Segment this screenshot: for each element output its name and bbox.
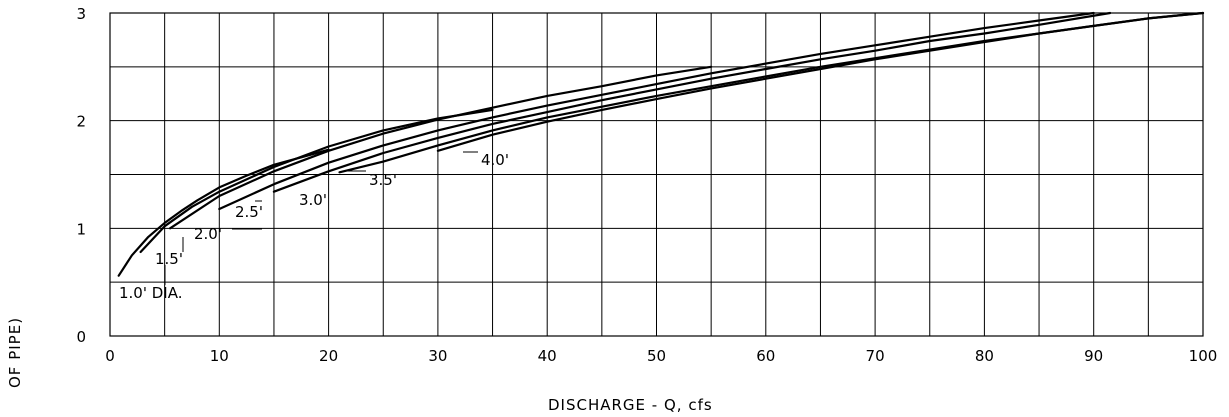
series-line-3 [218, 11, 1095, 211]
x-tick-label: 70 [866, 347, 885, 365]
plot-frame [109, 12, 1204, 337]
y-tick-label: 2 [76, 113, 86, 131]
y-tick-label: 0 [76, 328, 86, 346]
x-tick-label: 80 [975, 347, 994, 365]
x-tick-label: 10 [210, 347, 229, 365]
series-label-2-0: 2.0' [194, 225, 222, 243]
x-tick-label: 90 [1084, 347, 1103, 365]
x-tick-label: 50 [647, 347, 666, 365]
y-axis-title: OF PIPE) [6, 317, 24, 388]
y-tick-labels: 0 1 2 3 [76, 5, 86, 346]
x-tick-label: 40 [538, 347, 557, 365]
series-line-6 [436, 11, 1205, 152]
y-tick-label: 3 [76, 5, 86, 23]
x-tick-label: 20 [319, 347, 338, 365]
series-line-4 [272, 11, 1112, 193]
series-lines [117, 11, 1205, 277]
grid [110, 13, 1203, 336]
series-label-3-5: 3.5' [369, 171, 397, 189]
x-tick-label: 100 [1189, 347, 1218, 365]
series-label-4-0: 4.0' [481, 151, 509, 169]
x-tick-label: 60 [756, 347, 775, 365]
x-tick-labels: 0 10 20 30 40 50 60 70 80 90 100 [105, 347, 1217, 365]
series-line-0 [117, 148, 330, 277]
series-line-1 [139, 108, 494, 254]
x-tick-label: 30 [428, 347, 447, 365]
series-label-3-0: 3.0' [299, 191, 327, 209]
series-labels: 1.0' DIA. 1.5' 2.0' 2.5' 3.0' 3.5' 4.0' [119, 151, 509, 302]
x-tick-label: 0 [105, 347, 115, 365]
series-line-5 [338, 11, 1205, 174]
y-tick-label: 1 [76, 220, 86, 238]
series-label-1-0: 1.0' DIA. [119, 284, 183, 302]
label-leaders [164, 151, 478, 285]
series-label-2-5: 2.5' [235, 203, 263, 221]
x-axis-title: DISCHARGE - Q, cfs [548, 396, 713, 414]
series-label-1-5: 1.5' [155, 250, 183, 268]
series-line-2 [169, 65, 713, 230]
